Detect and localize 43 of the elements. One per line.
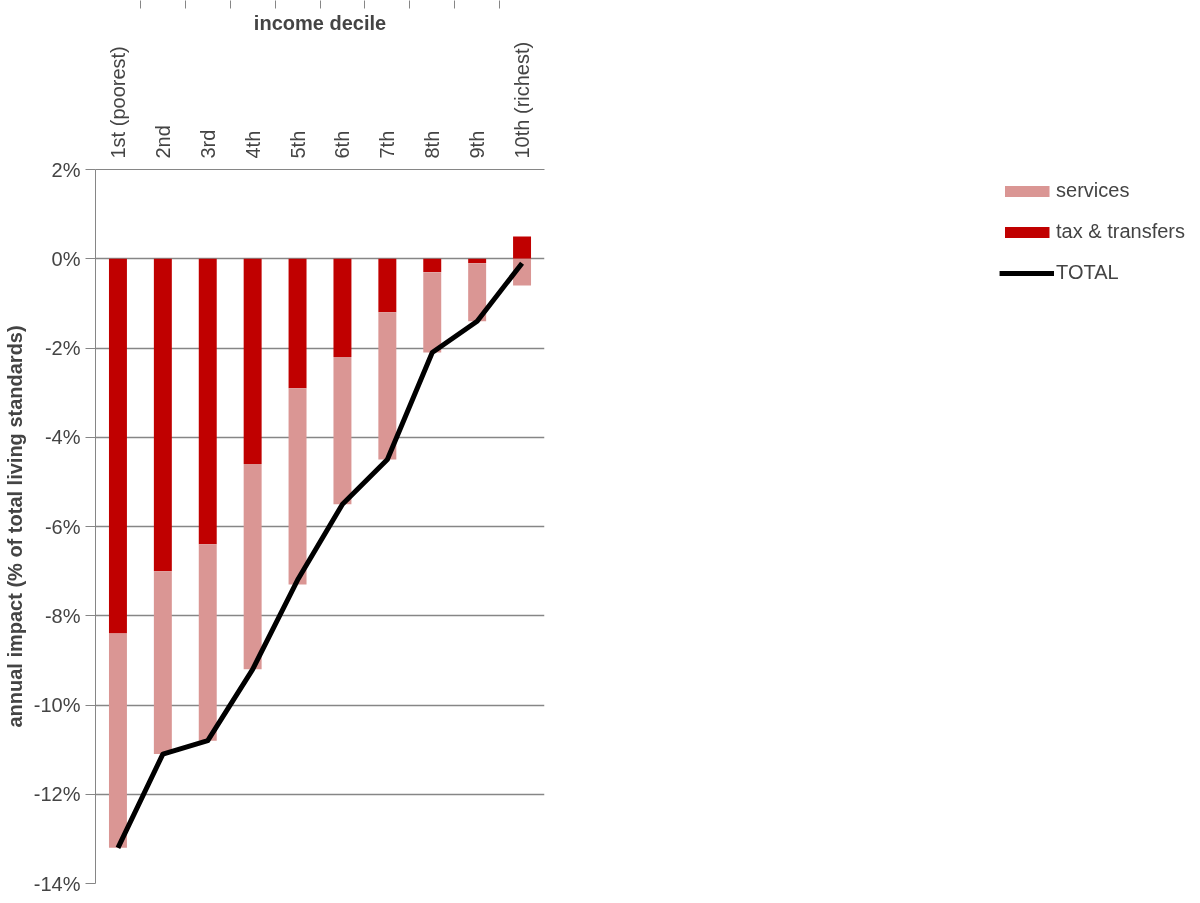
x-tick-label: 8th (421, 130, 444, 159)
bar (198, 544, 217, 741)
bar (378, 312, 397, 460)
x-tick-label: 9th (466, 130, 489, 159)
legend-label: services (1056, 179, 1130, 202)
x-tick-label: 2nd (151, 125, 174, 159)
bar (108, 633, 127, 848)
y-tick-label: -2% (44, 337, 81, 359)
bar (378, 258, 397, 313)
x-tick-label: 1st (poorest) (106, 46, 129, 159)
y-tick-label: -4% (44, 426, 81, 449)
y-tick-label: -8% (44, 604, 81, 627)
bar (153, 571, 172, 755)
bar (288, 388, 307, 585)
y-tick-label: -12% (33, 783, 81, 806)
bar (198, 258, 217, 545)
x-tick-label: 7th (376, 130, 399, 159)
bar (468, 258, 487, 264)
y-tick-label: 0% (51, 247, 81, 270)
x-tick-label: 10th (richest) (511, 41, 534, 159)
bar (468, 263, 487, 322)
legend-label: tax & transfers (1056, 220, 1185, 243)
x-tick-label: 6th (331, 130, 354, 159)
bar (243, 258, 262, 465)
x-tick-label: 4th (241, 130, 264, 159)
y-axis-title: annual impact (% of total living standards) (3, 325, 26, 728)
y-tick-label: -14% (33, 872, 81, 895)
bar (333, 356, 352, 505)
bar (108, 258, 127, 634)
bar (423, 272, 442, 353)
y-tick-label: -6% (44, 515, 81, 538)
bar (243, 464, 262, 670)
x-axis-title: income decile (253, 11, 387, 34)
bar (513, 236, 532, 259)
x-tick-label: 5th (286, 130, 309, 159)
bar (423, 258, 442, 273)
bar (153, 258, 172, 572)
legend-label: TOTAL (1056, 261, 1119, 284)
y-tick-label: 2% (51, 158, 81, 181)
x-tick-label: 3rd (196, 129, 219, 159)
bar (333, 258, 352, 357)
y-tick-label: -10% (33, 694, 81, 716)
bar (288, 258, 307, 389)
